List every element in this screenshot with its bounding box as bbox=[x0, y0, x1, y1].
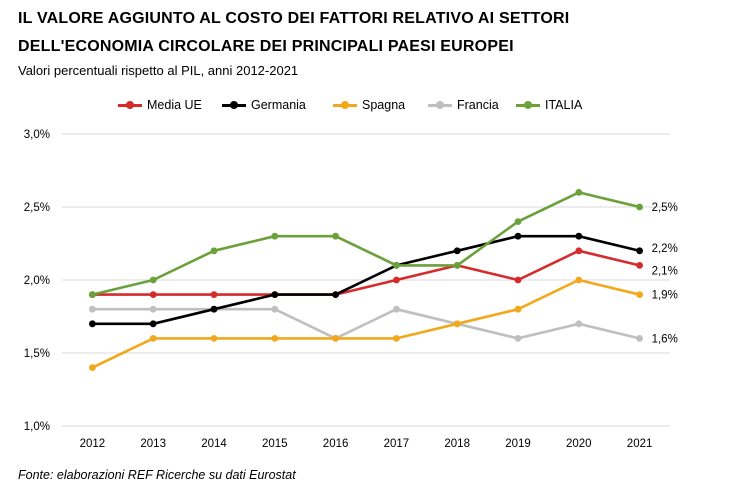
data-point bbox=[453, 247, 461, 255]
end-value-label: 2,5% bbox=[652, 202, 678, 214]
data-point bbox=[636, 247, 643, 255]
end-value-label: 2,1% bbox=[652, 265, 678, 277]
data-point bbox=[89, 320, 96, 328]
chart-legend: Media UE Germania Spagna Francia ITALIA bbox=[0, 96, 734, 114]
data-point bbox=[393, 305, 400, 313]
data-point bbox=[149, 335, 157, 342]
data-point bbox=[575, 276, 583, 284]
legend-swatch bbox=[333, 99, 357, 111]
data-point bbox=[453, 262, 461, 269]
legend-label: Francia bbox=[457, 98, 499, 112]
end-value-label: 1,9% bbox=[652, 290, 678, 302]
series-line-spagna bbox=[91, 278, 640, 369]
data-point bbox=[332, 335, 339, 342]
data-point bbox=[332, 232, 339, 240]
x-tick-label: 2021 bbox=[627, 438, 653, 450]
data-point bbox=[514, 305, 522, 313]
data-point bbox=[271, 305, 279, 313]
data-point bbox=[89, 291, 96, 298]
data-point bbox=[514, 335, 522, 342]
legend-item: Spagna bbox=[333, 96, 405, 114]
data-point bbox=[575, 320, 583, 328]
series-line-francia bbox=[92, 307, 640, 340]
data-point bbox=[575, 189, 583, 196]
x-tick-label: 2018 bbox=[444, 438, 470, 450]
data-point bbox=[393, 276, 400, 284]
x-tick-label: 2017 bbox=[384, 438, 410, 450]
y-tick-label: 1,0% bbox=[24, 421, 50, 433]
series-line-germania bbox=[92, 234, 640, 326]
y-tick-label: 1,5% bbox=[24, 348, 50, 360]
data-point bbox=[636, 262, 643, 269]
x-tick-label: 2020 bbox=[566, 438, 592, 450]
data-point bbox=[149, 305, 157, 313]
data-point bbox=[514, 276, 522, 284]
legend-swatch bbox=[118, 99, 142, 111]
x-tick-label: 2016 bbox=[323, 438, 349, 450]
end-value-label: 2,2% bbox=[652, 243, 678, 255]
data-point bbox=[210, 305, 218, 313]
legend-item: Media UE bbox=[118, 96, 202, 114]
data-point bbox=[210, 247, 218, 255]
y-tick-label: 2,5% bbox=[24, 202, 50, 214]
x-tick-label: 2015 bbox=[262, 438, 288, 450]
legend-swatch bbox=[516, 99, 540, 111]
legend-label: Spagna bbox=[362, 98, 406, 112]
legend-swatch bbox=[428, 99, 452, 111]
data-point bbox=[453, 320, 461, 328]
y-tick-label: 3,0% bbox=[24, 129, 50, 141]
x-tick-label: 2013 bbox=[140, 438, 166, 450]
chart-subtitle: Valori percentuali rispetto al PIL, anni… bbox=[18, 63, 299, 78]
series-line-italia bbox=[92, 191, 640, 296]
series-line-media-ue bbox=[92, 249, 640, 296]
legend-label: ITALIA bbox=[545, 98, 583, 112]
data-point bbox=[393, 335, 400, 342]
data-point bbox=[210, 335, 218, 342]
legend-item: ITALIA bbox=[516, 96, 582, 114]
data-point bbox=[514, 218, 522, 226]
legend-label: Germania bbox=[251, 98, 306, 112]
chart-title-line-1: IL VALORE AGGIUNTO AL COSTO DEI FATTORI … bbox=[18, 10, 570, 27]
x-tick-label: 2019 bbox=[505, 438, 531, 450]
data-point bbox=[149, 276, 157, 284]
legend-item: Francia bbox=[428, 96, 499, 114]
data-point bbox=[89, 305, 96, 313]
legend-item: Germania bbox=[222, 96, 306, 114]
data-point bbox=[271, 291, 279, 298]
x-tick-label: 2012 bbox=[80, 438, 106, 450]
chart-title-line-2: DELL'ECONOMIA CIRCOLARE DEI PRINCIPALI P… bbox=[18, 38, 514, 55]
data-point bbox=[393, 262, 400, 269]
y-tick-label: 2,0% bbox=[24, 275, 50, 287]
data-point bbox=[514, 232, 522, 240]
data-point bbox=[636, 203, 643, 211]
data-point bbox=[271, 232, 279, 240]
data-point bbox=[210, 291, 218, 298]
x-tick-label: 2014 bbox=[201, 438, 227, 450]
data-point bbox=[271, 335, 279, 342]
data-point bbox=[636, 335, 643, 342]
source-note: Fonte: elaborazioni REF Ricerche su dati… bbox=[18, 468, 296, 482]
data-point bbox=[149, 291, 157, 298]
data-point bbox=[89, 364, 96, 371]
end-value-label: 1,6% bbox=[652, 333, 678, 345]
data-point bbox=[636, 291, 643, 298]
data-point bbox=[575, 232, 583, 240]
legend-label: Media UE bbox=[147, 98, 202, 112]
legend-swatch bbox=[222, 99, 246, 111]
data-point bbox=[575, 247, 583, 255]
data-point bbox=[149, 320, 157, 328]
data-point bbox=[332, 291, 339, 298]
